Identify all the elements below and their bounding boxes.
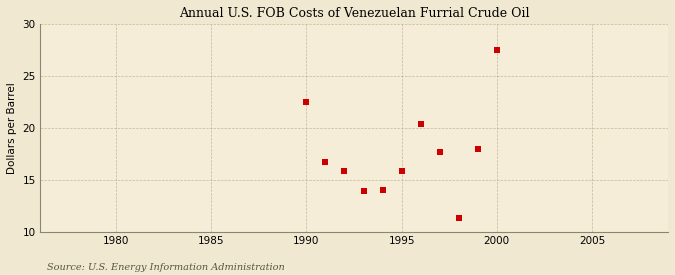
Point [491, 48, 502, 52]
Point [472, 147, 483, 151]
Point [358, 189, 369, 194]
Point [434, 150, 445, 154]
Point [377, 188, 388, 192]
Point [454, 216, 464, 221]
Y-axis label: Dollars per Barrel: Dollars per Barrel [7, 82, 17, 174]
Title: Annual U.S. FOB Costs of Venezuelan Furrial Crude Oil: Annual U.S. FOB Costs of Venezuelan Furr… [179, 7, 529, 20]
Point [320, 160, 331, 164]
Point [301, 100, 312, 104]
Text: Source: U.S. Energy Information Administration: Source: U.S. Energy Information Administ… [47, 263, 285, 271]
Point [415, 122, 426, 126]
Point [339, 168, 350, 173]
Point [396, 168, 407, 173]
